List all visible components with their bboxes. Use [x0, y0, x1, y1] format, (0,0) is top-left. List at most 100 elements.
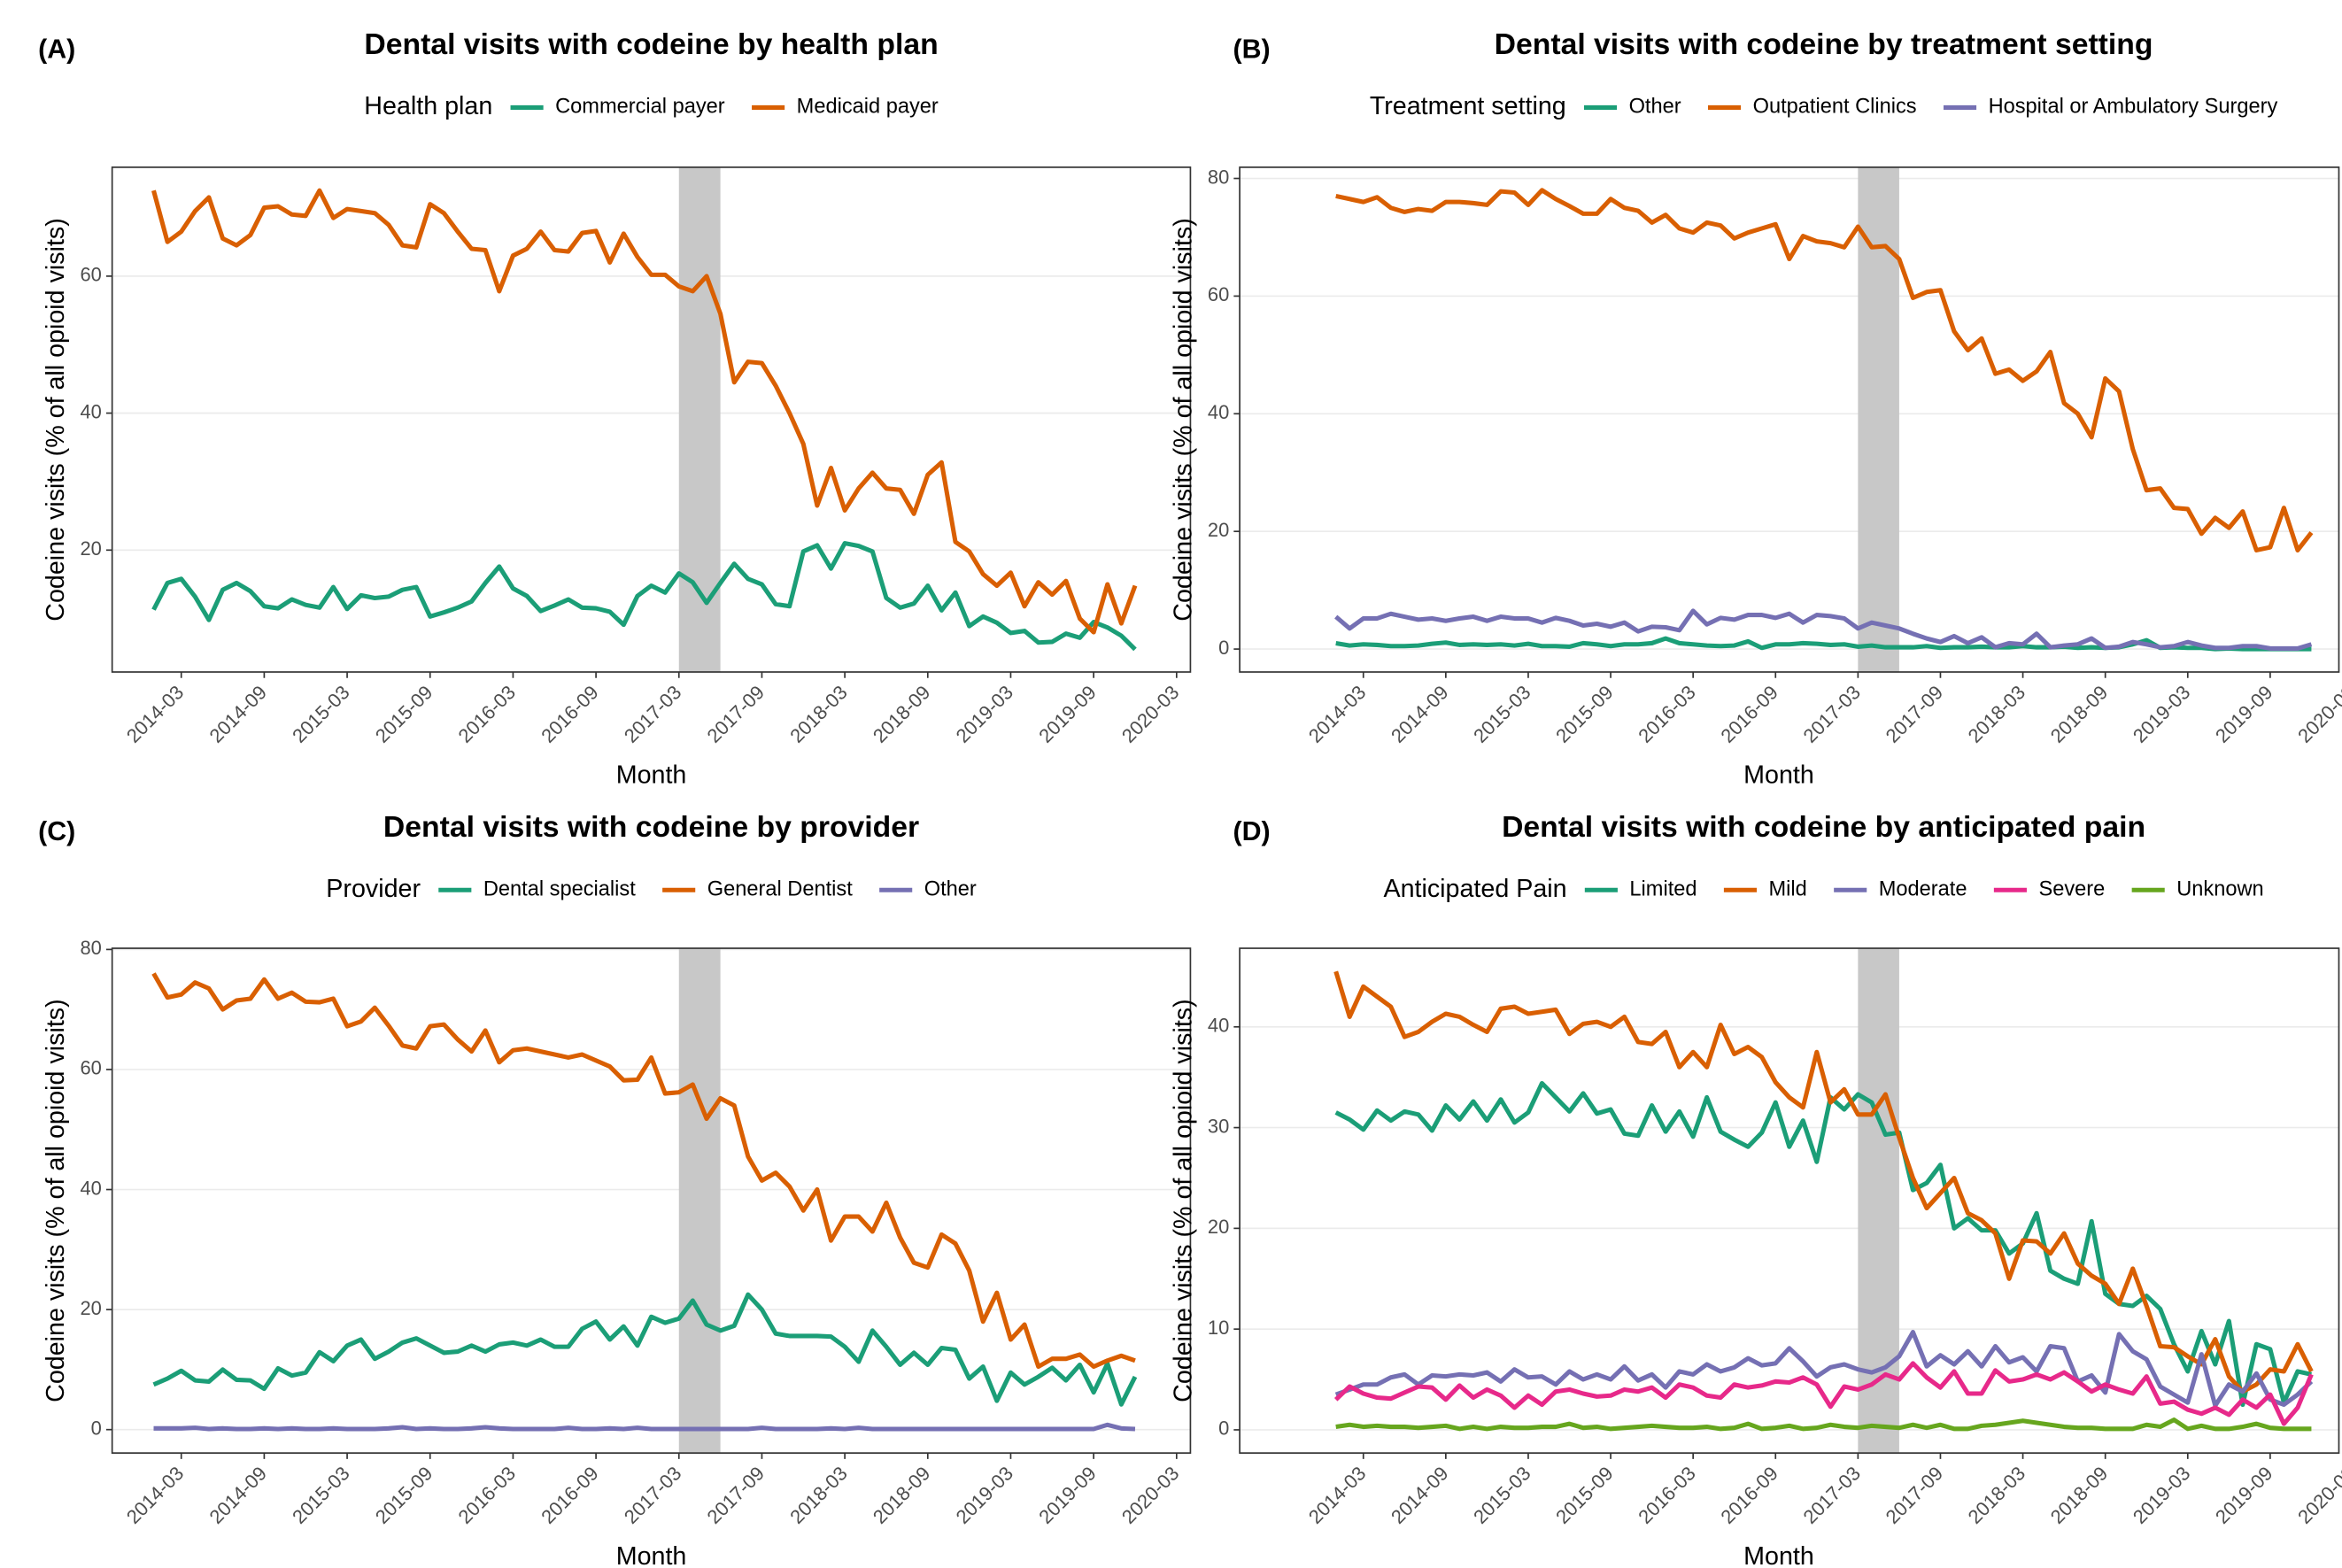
plot-area [151, 166, 1138, 672]
y-tick-label: 20 [80, 537, 101, 560]
series-line [152, 1292, 1138, 1407]
highlight-band [678, 166, 721, 672]
x-tick-label: 2019-09 [1034, 1462, 1101, 1528]
panel-tag: (B) [1233, 35, 1271, 64]
highlight-band [678, 948, 721, 1454]
x-tick-label: 2019-09 [2211, 1462, 2277, 1528]
x-tick-label: 2014-09 [1387, 1462, 1453, 1528]
y-tick-label: 40 [80, 1177, 101, 1199]
series-line [1335, 636, 2312, 652]
y-tick-label: 20 [1208, 1216, 1229, 1238]
legend-label: General Dentist [707, 877, 853, 900]
panel: (B) Dental visits with codeine by treatme… [1169, 27, 2342, 789]
x-tick-label: 2015-03 [1469, 681, 1535, 747]
x-tick-label: 2016-09 [1716, 1462, 1782, 1528]
series-line [1334, 608, 2313, 651]
x-tick-label: 2017-09 [703, 681, 769, 747]
plot-border [111, 166, 1192, 673]
legend-title: Anticipated Pain [1383, 875, 1566, 903]
x-tick-label: 2014-09 [1387, 681, 1453, 747]
chart-title: Dental visits with codeine by anticipate… [1502, 810, 2145, 844]
x-tick-label: 2017-03 [1798, 681, 1865, 747]
plot-background [1240, 166, 2339, 672]
legend-label: Commercial payer [555, 96, 725, 119]
x-tick-label: 2015-09 [1551, 1462, 1618, 1528]
legend-label: Severe [2038, 877, 2105, 900]
chart-title: Dental visits with codeine by treatment … [1495, 27, 2153, 61]
plot-border [111, 947, 1192, 1454]
y-axis-title: Codeine visits (% of all opioid visits) [1169, 218, 1197, 622]
legend: Anticipated Pain Limited Mild Moderate Sever… [1383, 875, 2263, 903]
x-axis-title: Month [616, 1542, 687, 1568]
legend: Health plan Commercial payer Medicaid paye… [364, 92, 939, 120]
x-tick-label: 2019-03 [952, 681, 1018, 747]
x-tick-label: 2017-03 [1798, 1462, 1865, 1528]
panel: (A) Dental visits with codeine by health … [38, 27, 1192, 790]
series-line [1335, 188, 2314, 552]
series-line [151, 972, 1136, 1370]
y-tick-label: 80 [1208, 166, 1229, 188]
x-tick-label: 2016-03 [1634, 681, 1700, 747]
plot-background [112, 948, 1191, 1454]
x-tick-label: 2019-09 [2211, 681, 2277, 747]
y-tick-label: 10 [1208, 1317, 1229, 1339]
x-tick-label: 2018-03 [785, 681, 852, 747]
panel-tag: (C) [38, 817, 75, 846]
legend-label: Other [924, 877, 977, 900]
x-tick-label: 2020-03 [1117, 1462, 1184, 1528]
x-tick-label: 2016-03 [454, 1462, 521, 1528]
x-tick-label: 2020-03 [2293, 1462, 2342, 1528]
plot-area [1334, 166, 2314, 672]
x-tick-label: 2018-09 [869, 681, 935, 747]
x-tick-label: 2019-03 [2129, 1462, 2195, 1528]
x-tick-label: 2014-03 [1304, 1462, 1371, 1528]
x-tick-label: 2014-03 [1304, 681, 1371, 747]
x-tick-label: 2015-09 [371, 1462, 437, 1528]
x-tick-label: 2015-03 [1469, 1462, 1535, 1528]
x-tick-label: 2016-09 [537, 1462, 603, 1528]
chart-title: Dental visits with codeine by health pla… [364, 27, 938, 61]
x-tick-label: 2018-03 [785, 1462, 852, 1528]
x-tick-label: 2019-03 [2129, 681, 2195, 747]
x-tick-label: 2014-09 [205, 1462, 271, 1528]
series-line [1334, 1080, 2312, 1408]
y-tick-label: 0 [1218, 1417, 1229, 1440]
legend-title: Provider [326, 875, 421, 903]
panel: (C) Dental visits with codeine by provide… [38, 810, 1192, 1568]
plot-area [151, 948, 1138, 1454]
x-tick-label: 2019-03 [952, 1462, 1018, 1528]
series-line [1335, 1417, 2312, 1432]
x-tick-label: 2017-03 [620, 1462, 686, 1528]
x-tick-label: 2017-09 [1882, 681, 1948, 747]
x-tick-label: 2014-03 [122, 1462, 189, 1528]
series-line [1333, 1361, 2314, 1426]
x-tick-label: 2015-03 [288, 681, 354, 747]
plot-area [1333, 948, 2314, 1454]
x-tick-label: 2016-03 [454, 681, 521, 747]
x-tick-label: 2019-09 [1034, 681, 1101, 747]
y-tick-label: 40 [1208, 1015, 1229, 1037]
plot-border [1239, 166, 2340, 673]
x-tick-label: 2016-03 [1634, 1462, 1700, 1528]
x-tick-label: 2018-09 [2046, 681, 2113, 747]
chart-title: Dental visits with codeine by provider [383, 810, 919, 844]
y-tick-label: 0 [91, 1417, 102, 1439]
legend-label: Other [1629, 96, 1681, 119]
x-tick-label: 2015-09 [371, 681, 437, 747]
plot-background [1240, 948, 2339, 1454]
legend-title: Treatment setting [1370, 92, 1566, 120]
x-tick-label: 2018-03 [1964, 681, 2030, 747]
x-tick-label: 2015-09 [1551, 681, 1618, 747]
legend-label: Limited [1629, 877, 1697, 900]
x-tick-label: 2016-09 [1716, 681, 1782, 747]
legend: Provider Dental specialist General Dentist… [326, 875, 977, 903]
y-tick-label: 60 [80, 264, 101, 286]
x-tick-label: 2014-09 [205, 681, 271, 747]
y-axis-title: Codeine visits (% of all opioid visits) [1169, 999, 1197, 1402]
y-tick-label: 20 [80, 1297, 101, 1319]
x-axis-title: Month [1743, 1542, 1814, 1568]
legend-label: Unknown [2176, 877, 2263, 900]
y-tick-label: 60 [1208, 283, 1229, 305]
